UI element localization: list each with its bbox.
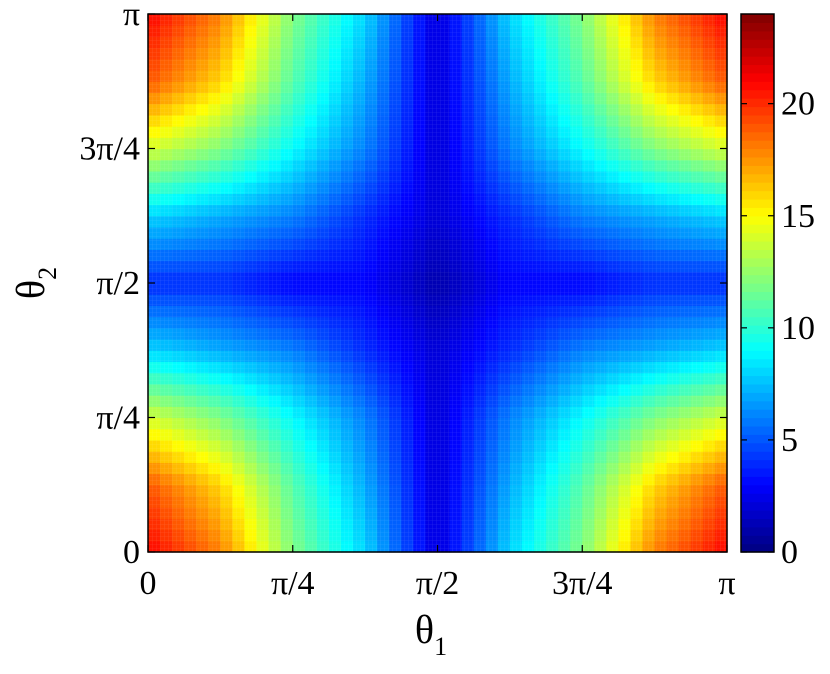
- colorbar-band: [741, 64, 774, 74]
- colorbar-band: [741, 47, 774, 57]
- colorbar-band: [741, 333, 774, 343]
- colorbar-band: [741, 224, 774, 234]
- colorbar-band: [741, 114, 774, 124]
- y-tick-label: π/4: [96, 399, 140, 436]
- y-axis-ticks: 0 π/4 π/2 3π/4 π: [79, 0, 727, 571]
- colorbar-band: [741, 98, 774, 108]
- colorbar-band: [741, 493, 774, 503]
- colorbar-band: [741, 442, 774, 452]
- colorbar-band: [741, 308, 774, 318]
- colorbar-tick-label: 10: [781, 310, 815, 347]
- colorbar-band: [741, 240, 774, 250]
- colorbar-band: [741, 484, 774, 494]
- colorbar-frame: [740, 13, 775, 553]
- colorbar-band: [741, 425, 774, 435]
- colorbar-band: [741, 156, 774, 166]
- colorbar-band: [741, 299, 774, 309]
- colorbar-band: [741, 274, 774, 284]
- colorbar-band: [741, 249, 774, 259]
- colorbar-band: [741, 400, 774, 410]
- x-tick-label: 3π/4: [552, 565, 613, 602]
- colorbar-tick-label: 15: [781, 198, 815, 235]
- x-tick-label: π/4: [271, 565, 315, 602]
- colorbar-band: [741, 30, 774, 40]
- colorbar-ticks: 0 5 10 15 20: [741, 86, 815, 571]
- colorbar-band: [741, 350, 774, 360]
- x-tick-label: π: [718, 565, 735, 602]
- y-tick-label: π: [123, 0, 140, 33]
- colorbar-band: [741, 182, 774, 192]
- colorbar-band: [741, 476, 774, 486]
- colorbar-band: [741, 22, 774, 32]
- colorbar-tick-label: 5: [781, 422, 798, 459]
- mesh-overlay: [148, 14, 727, 552]
- colorbar-band: [741, 526, 774, 536]
- colorbar-band: [741, 106, 774, 116]
- colorbar-band: [741, 131, 774, 141]
- colorbar-band: [741, 543, 774, 553]
- colorbar-band: [741, 283, 774, 293]
- colorbar-band: [741, 207, 774, 217]
- y-tick-label: π/2: [96, 265, 140, 302]
- colorbar-band: [741, 358, 774, 368]
- colorbar-band: [741, 341, 774, 351]
- colorbar-band: [741, 257, 774, 267]
- colorbar-band: [741, 291, 774, 301]
- colorbar-band: [741, 325, 774, 335]
- colorbar-band: [741, 81, 774, 91]
- colorbar-band: [741, 190, 774, 200]
- colorbar-band: [741, 392, 774, 402]
- colorbar-band: [741, 518, 774, 528]
- colorbar-band: [741, 39, 774, 49]
- colorbar-band: [741, 266, 774, 276]
- colorbar-band: [741, 417, 774, 427]
- colorbar-band: [741, 215, 774, 225]
- colorbar-band: [741, 140, 774, 150]
- colorbar-band: [741, 509, 774, 519]
- colorbar-band: [741, 459, 774, 469]
- colorbar-band: [741, 89, 774, 99]
- colorbar-band: [741, 123, 774, 133]
- colorbar-band: [741, 56, 774, 66]
- colorbar-band: [741, 375, 774, 385]
- colorbar-band: [741, 409, 774, 419]
- colorbar-band: [741, 14, 774, 24]
- colorbar-band: [741, 451, 774, 461]
- colorbar-band: [741, 501, 774, 511]
- colorbar-band: [741, 148, 774, 158]
- colorbar-band: [741, 232, 774, 242]
- colorbar-band: [741, 316, 774, 326]
- y-tick-label: 0: [123, 534, 140, 571]
- x-tick-label: 0: [140, 565, 157, 602]
- colorbar-band: [741, 165, 774, 175]
- colorbar-tick-label: 20: [781, 86, 815, 123]
- colorbar: [741, 14, 774, 553]
- colorbar-tick-label: 0: [781, 534, 798, 571]
- colorbar-band: [741, 434, 774, 444]
- x-tick-label: π/2: [416, 565, 460, 602]
- x-axis-ticks: 0 π/4 π/2 3π/4 π: [140, 14, 736, 602]
- colorbar-band: [741, 367, 774, 377]
- colorbar-band: [741, 173, 774, 183]
- y-tick-label: 3π/4: [79, 130, 140, 167]
- colorbar-band: [741, 383, 774, 393]
- colorbar-band: [741, 198, 774, 208]
- x-axis-label: θ1: [415, 607, 447, 661]
- colorbar-band: [741, 535, 774, 545]
- y-axis-label: θ2: [8, 267, 62, 299]
- colorbar-band: [741, 467, 774, 477]
- colorbar-band: [741, 72, 774, 82]
